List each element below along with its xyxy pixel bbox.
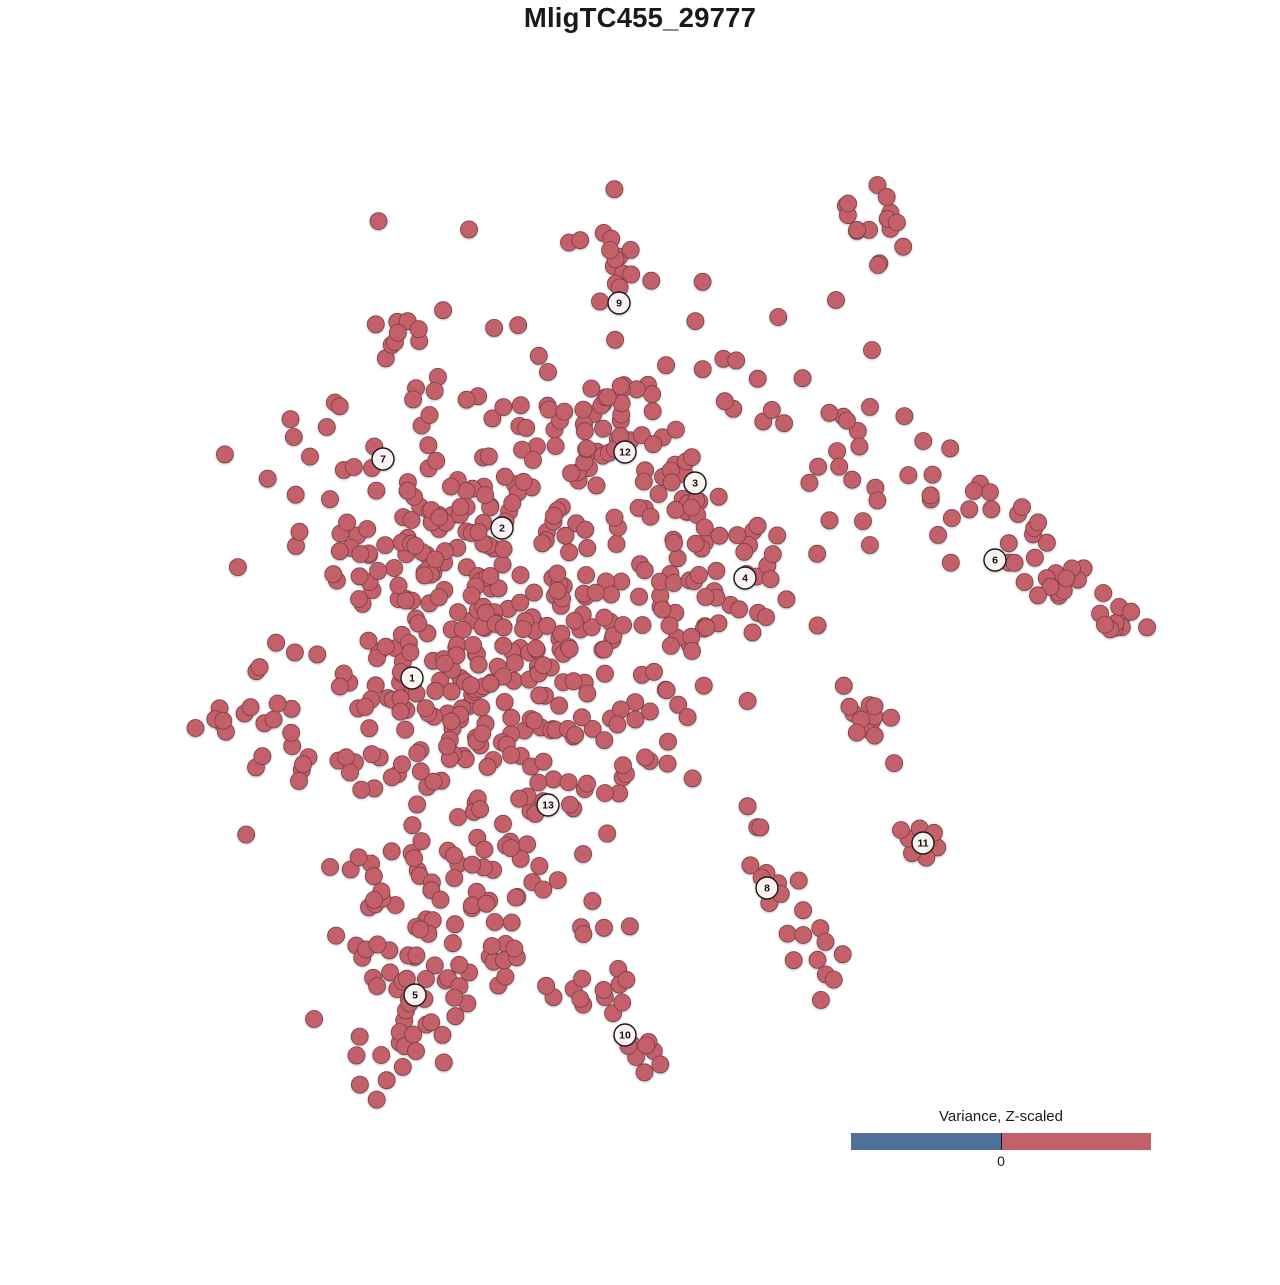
svg-text:7: 7: [380, 454, 386, 466]
svg-text:9: 9: [616, 298, 622, 310]
svg-text:3: 3: [692, 478, 698, 490]
svg-text:6: 6: [992, 555, 998, 567]
svg-text:12: 12: [619, 447, 631, 459]
svg-text:8: 8: [764, 883, 770, 895]
svg-text:13: 13: [542, 800, 554, 812]
svg-text:11: 11: [917, 838, 928, 850]
svg-text:5: 5: [412, 990, 418, 1002]
svg-text:1: 1: [409, 673, 415, 685]
svg-text:2: 2: [499, 523, 505, 535]
svg-text:4: 4: [742, 573, 748, 585]
svg-text:10: 10: [619, 1030, 631, 1042]
